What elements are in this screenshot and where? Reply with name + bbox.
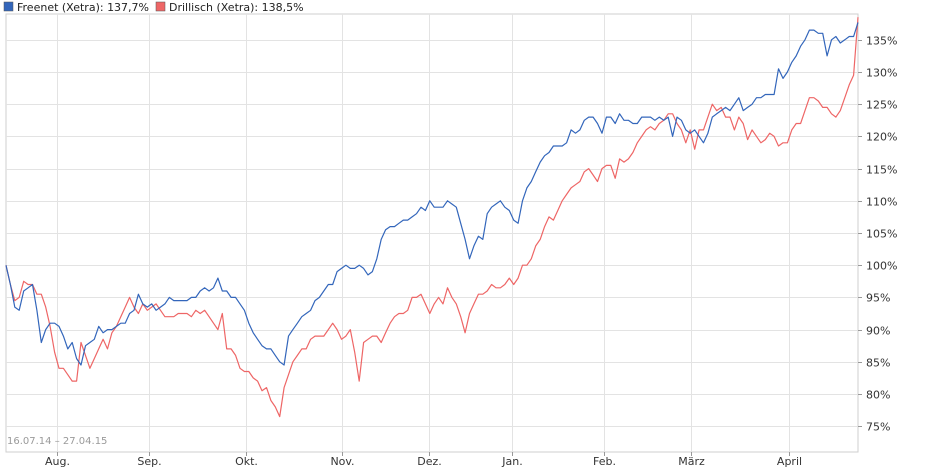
legend: Freenet (Xetra): 137,7% Drillisch (Xetra… xyxy=(3,1,304,14)
y-tick-label: 135% xyxy=(866,35,897,48)
x-tick-label: Nov. xyxy=(330,455,354,468)
y-axis-ticks: 75% 80% 85% 90% 95% 100% 105% 110% 115% 120% 125% 1… xyxy=(858,35,897,434)
y-tick-label: 130% xyxy=(866,67,897,80)
x-tick-label: Okt. xyxy=(235,455,258,468)
x-tick-label: Dez. xyxy=(417,455,442,468)
y-tick-label: 95% xyxy=(866,292,890,305)
x-axis-ticks: Aug. Sep. Okt. Nov. Dez. Jan. Feb. März April xyxy=(45,452,802,468)
series-lines xyxy=(5,17,859,418)
y-tick-label: 105% xyxy=(866,228,897,241)
x-tick-label: März xyxy=(678,455,705,468)
y-tick-label: 115% xyxy=(866,164,897,177)
x-tick-label: Sep. xyxy=(137,455,161,468)
series-line-freenet xyxy=(5,22,859,366)
y-tick-label: 100% xyxy=(866,260,897,273)
x-tick-label: Jan. xyxy=(501,455,522,468)
legend-swatch-freenet xyxy=(3,1,14,12)
x-tick-label: April xyxy=(777,455,802,468)
y-tick-label: 125% xyxy=(866,99,897,112)
x-tick-label: Feb. xyxy=(593,455,616,468)
y-tick-label: 75% xyxy=(866,421,890,434)
x-tick-label: Aug. xyxy=(45,455,70,468)
y-tick-label: 120% xyxy=(866,131,897,144)
legend-label-drillisch: Drillisch (Xetra): 138,5% xyxy=(169,1,304,14)
date-range-label: 16.07.14 – 27.04.15 xyxy=(7,436,107,447)
y-tick-label: 110% xyxy=(866,196,897,209)
y-tick-label: 80% xyxy=(866,389,890,402)
series-line-drillisch xyxy=(5,17,859,418)
y-tick-label: 85% xyxy=(866,357,890,370)
grid xyxy=(5,13,859,453)
legend-label-freenet: Freenet (Xetra): 137,7% xyxy=(17,1,149,14)
y-tick-label: 90% xyxy=(866,325,890,338)
legend-swatch-drillisch xyxy=(155,1,166,12)
